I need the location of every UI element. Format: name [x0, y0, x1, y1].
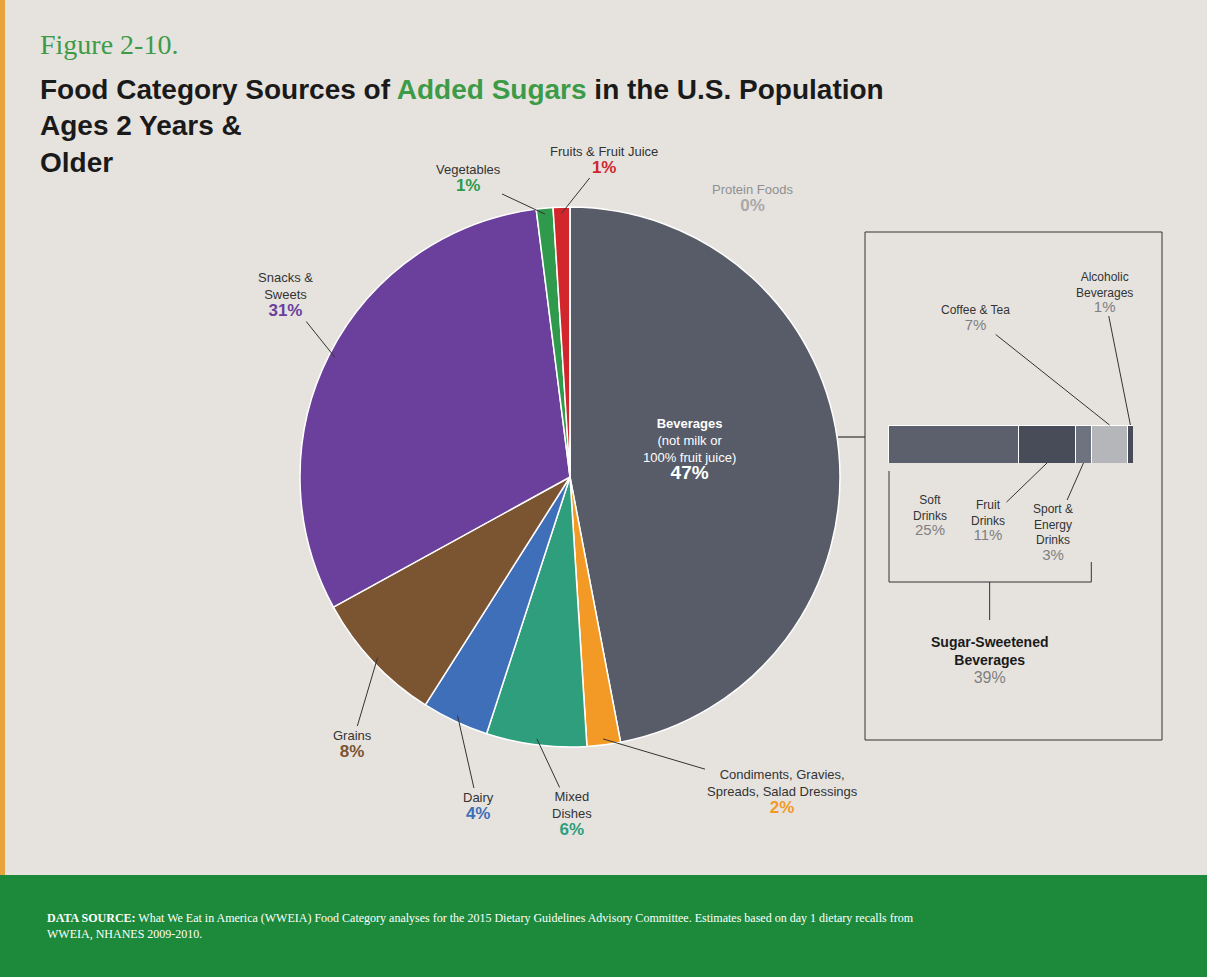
svg-text:AlcoholicBeverages1%: AlcoholicBeverages1%: [1076, 270, 1133, 315]
svg-text:Grains8%: Grains8%: [333, 728, 372, 761]
svg-text:Beverages(not milk or100% frui: Beverages(not milk or100% fruit juice)47…: [643, 416, 736, 483]
svg-text:SoftDrinks25%: SoftDrinks25%: [913, 493, 947, 538]
svg-text:MixedDishes6%: MixedDishes6%: [552, 789, 592, 839]
svg-text:Condiments, Gravies,Spreads, S: Condiments, Gravies,Spreads, Salad Dress…: [707, 767, 858, 817]
svg-text:Snacks &Sweets31%: Snacks &Sweets31%: [258, 270, 313, 320]
svg-text:Food Category Sources of Added: Food Category Sources of Added Sugars in…: [40, 74, 884, 178]
svg-text:Figure 2-10.: Figure 2-10.: [40, 29, 178, 60]
svg-text:Fruits & Fruit Juice1%: Fruits & Fruit Juice1%: [550, 144, 658, 177]
svg-text:Coffee & Tea7%: Coffee & Tea7%: [941, 303, 1010, 333]
svg-text:FruitDrinks11%: FruitDrinks11%: [971, 498, 1005, 543]
svg-text:Sport &EnergyDrinks3%: Sport &EnergyDrinks3%: [1033, 502, 1073, 563]
svg-text:Vegetables1%: Vegetables1%: [436, 162, 501, 195]
svg-text:DATA SOURCE: What We Eat in Am: DATA SOURCE: What We Eat in America (WWE…: [47, 911, 914, 941]
svg-text:Protein Foods0%: Protein Foods0%: [712, 182, 793, 215]
svg-text:Sugar-SweetenedBeverages39%: Sugar-SweetenedBeverages39%: [931, 634, 1048, 686]
svg-text:Dairy4%: Dairy4%: [463, 790, 494, 823]
